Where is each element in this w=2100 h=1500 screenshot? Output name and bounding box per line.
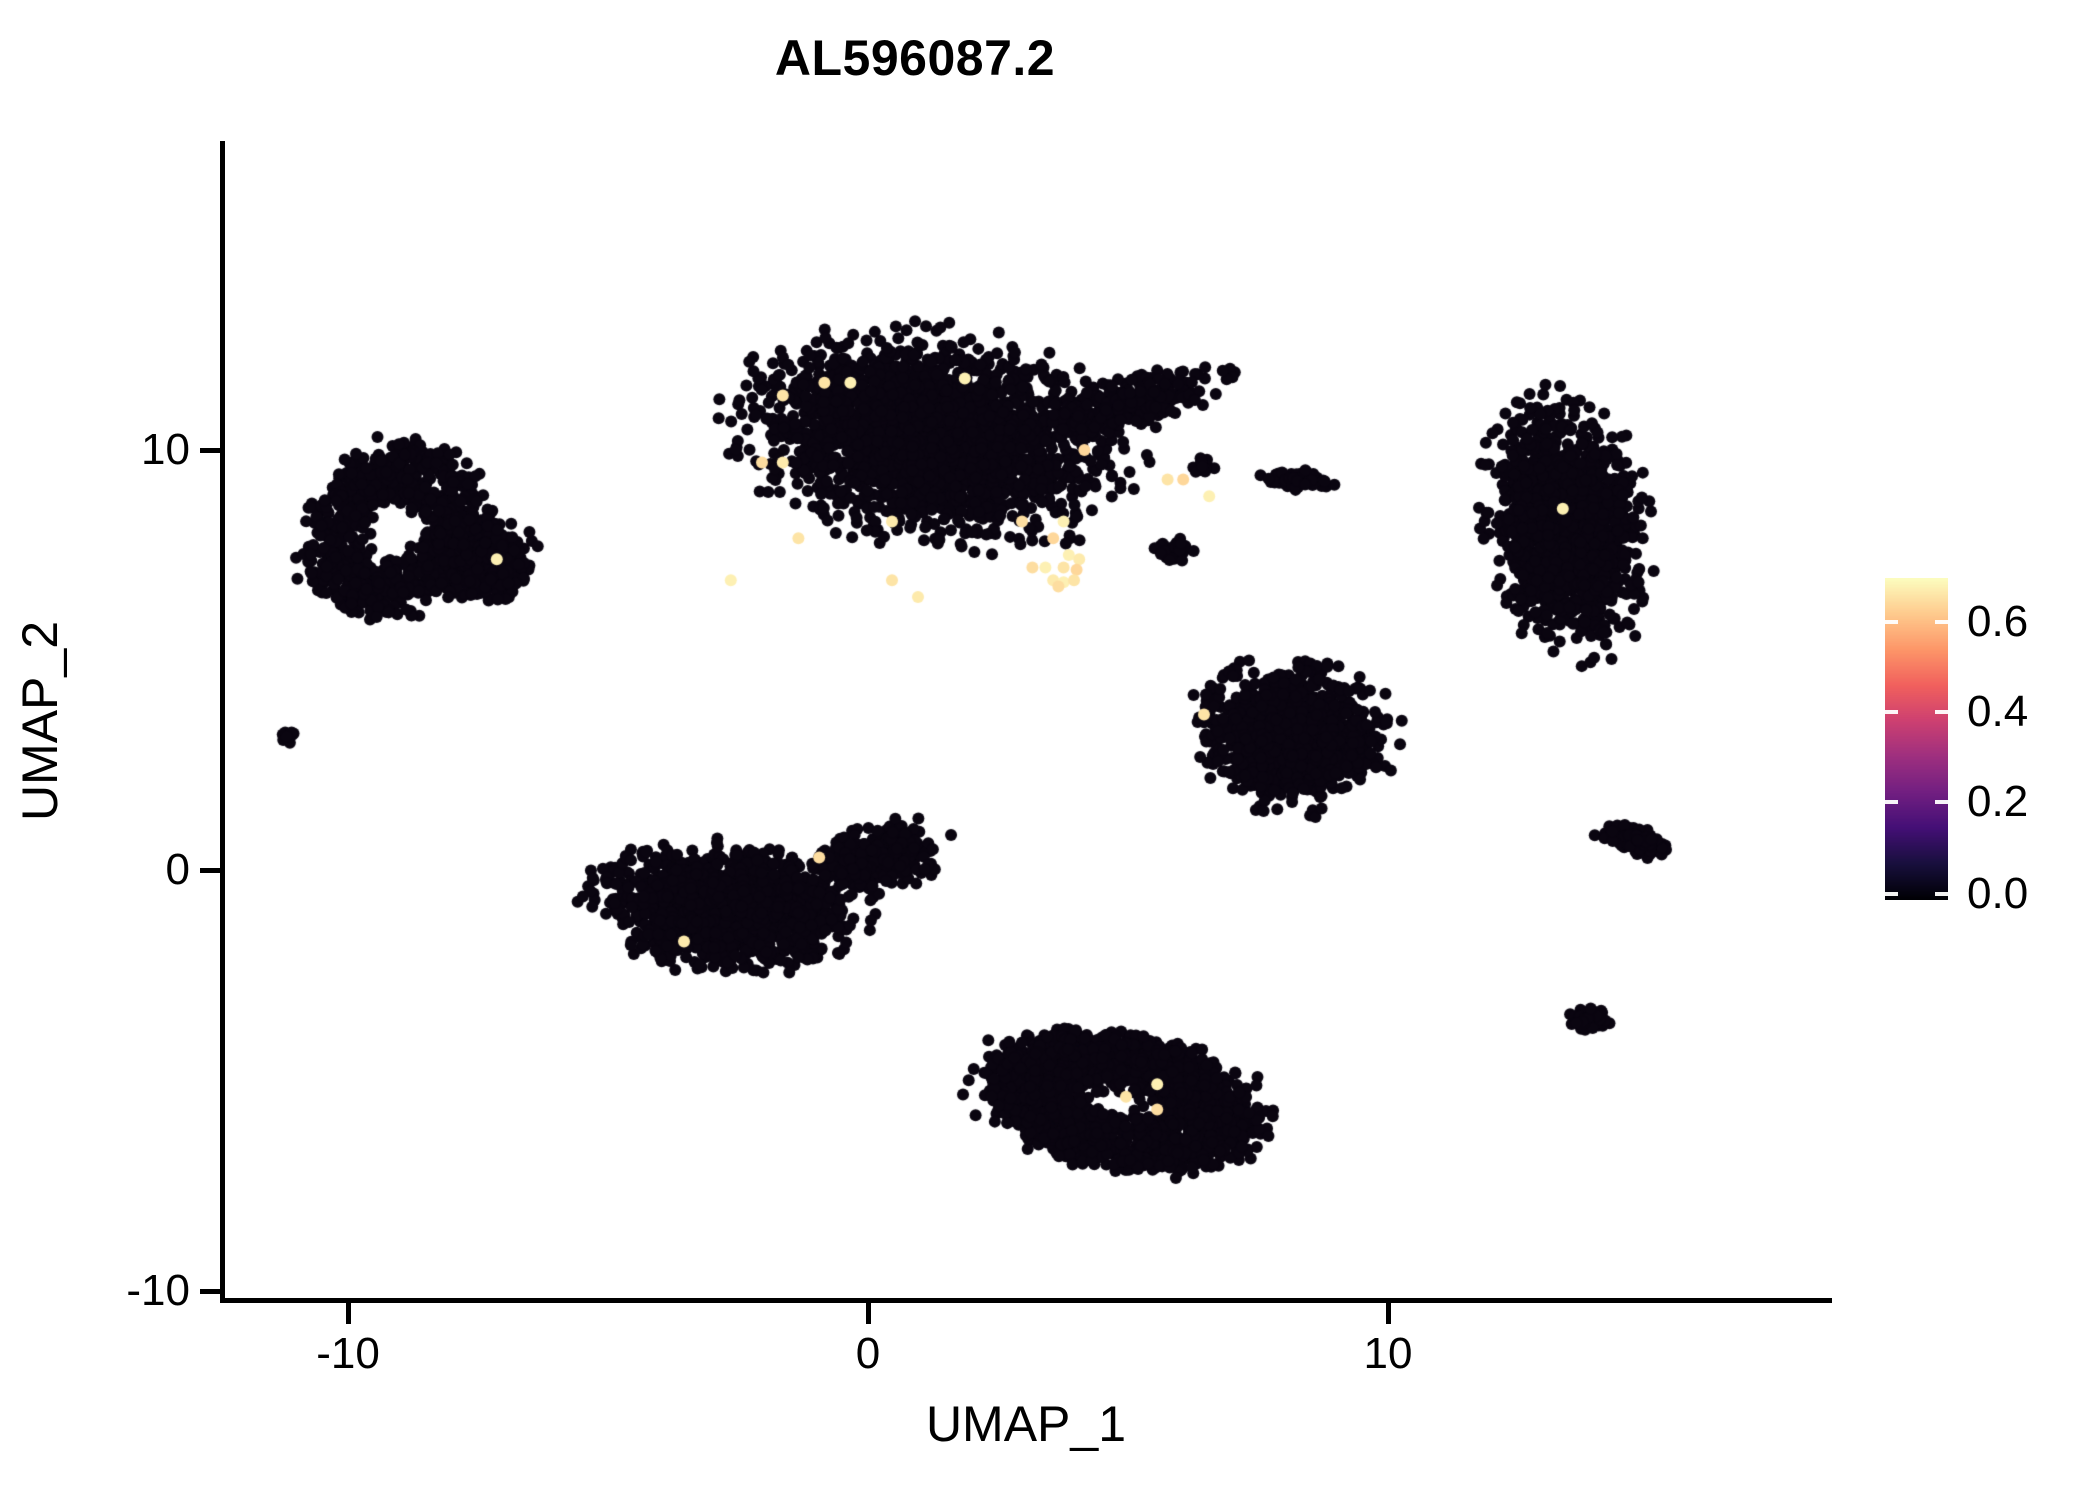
legend-tick-right-0.2 <box>1935 800 1948 804</box>
color-legend[interactable]: 0.6 0.4 0.2 0.0 <box>1885 578 2065 916</box>
legend-tick-left-0.4 <box>1885 710 1898 714</box>
x-tick-mark-10 <box>1386 1303 1391 1324</box>
legend-tick-right-0.4 <box>1935 710 1948 714</box>
x-tick-label-0: 0 <box>855 1329 881 1378</box>
legend-label-0.0: 0.0 <box>1967 869 2029 918</box>
legend-label-0.2: 0.2 <box>1967 777 2029 826</box>
y-tick-label-0: 0 <box>165 845 190 894</box>
y-axis-line <box>220 141 225 1303</box>
y-tick-mark-10 <box>200 448 221 453</box>
x-tick-mark-neg10 <box>346 1303 351 1324</box>
legend-tick-left-0.6 <box>1885 620 1898 624</box>
x-axis-title: UMAP_1 <box>925 1396 1127 1452</box>
y-tick-label-10: 10 <box>141 425 190 474</box>
legend-tick-left-0.0 <box>1885 892 1898 896</box>
legend-tick-right-0.6 <box>1935 620 1948 624</box>
legend-label-0.6: 0.6 <box>1967 597 2029 646</box>
legend-tick-left-0.2 <box>1885 800 1898 804</box>
legend-label-0.4: 0.4 <box>1967 687 2029 736</box>
y-tick-label-neg10: -10 <box>126 1266 190 1315</box>
x-axis-line <box>220 1298 1832 1303</box>
y-tick-mark-neg10 <box>200 1289 221 1294</box>
x-tick-mark-0 <box>866 1303 871 1324</box>
x-tick-label-neg10: -10 <box>316 1329 380 1378</box>
legend-tick-right-0.0 <box>1935 892 1948 896</box>
y-axis-title: UMAP_2 <box>12 620 68 822</box>
colorbar-gradient <box>1885 578 1948 900</box>
y-tick-mark-0 <box>200 868 221 873</box>
x-tick-label-10: 10 <box>1363 1329 1413 1378</box>
